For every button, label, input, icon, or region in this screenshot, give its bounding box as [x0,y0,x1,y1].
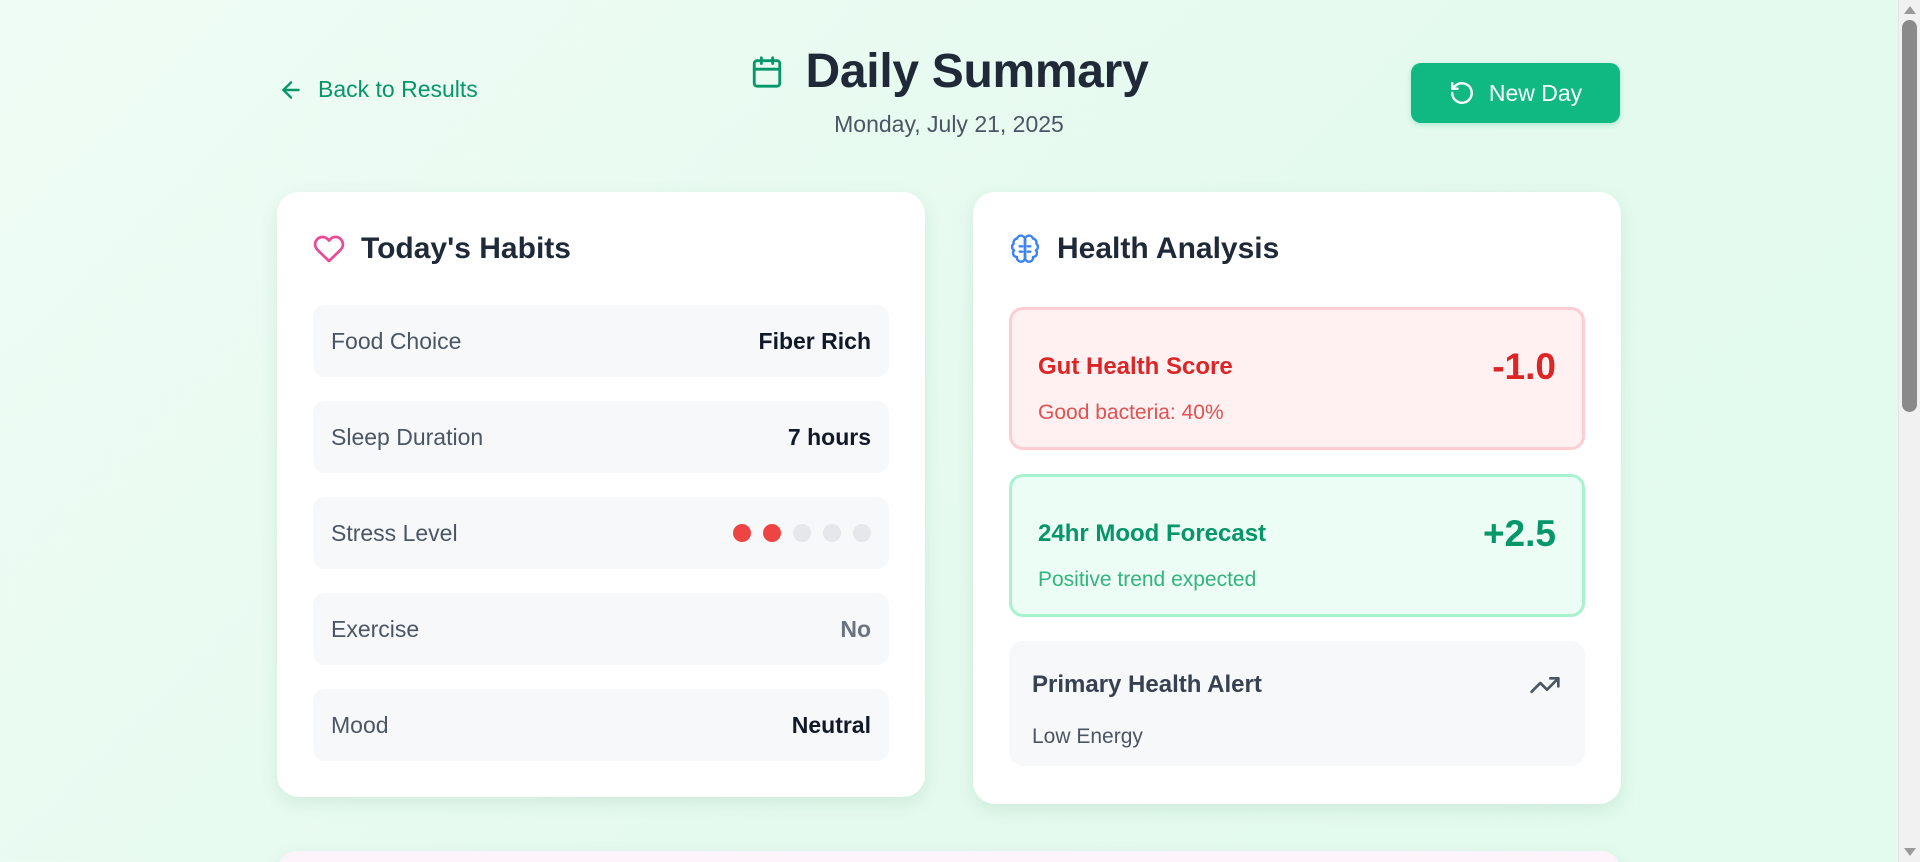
vertical-scrollbar[interactable] [1898,0,1920,862]
brain-icon [1010,234,1040,263]
back-link-label: Back to Results [318,76,478,102]
habits-card: Today's Habits Food Choice Fiber Rich Sl… [277,192,925,797]
mood-forecast-box: 24hr Mood Forecast +2.5 Positive trend e… [1009,474,1585,617]
habit-label: Stress Level [331,519,458,546]
analysis-title: Health Analysis [1057,232,1280,265]
health-analysis-card: Health Analysis Gut Health Score -1.0 Go… [973,192,1621,804]
stress-dot-empty [853,524,871,542]
habit-row-exercise: Exercise No [313,593,889,665]
next-section-card [277,851,1621,862]
scrollbar-thumb[interactable] [1902,20,1917,412]
mood-forecast-detail: Positive trend expected [1038,568,1257,591]
refresh-icon [1450,82,1473,104]
habit-row-food: Food Choice Fiber Rich [313,305,889,377]
primary-health-alert: Primary Health Alert Low Energy [1009,641,1585,766]
habit-label: Sleep Duration [331,423,484,450]
heart-icon [313,235,345,263]
gut-health-score-box: Gut Health Score -1.0 Good bacteria: 40% [1009,307,1585,450]
scroll-down-arrow-icon[interactable] [1904,848,1916,856]
habit-row-sleep: Sleep Duration 7 hours [313,401,889,473]
stress-dot-empty [823,524,841,542]
habits-title: Today's Habits [361,232,571,265]
alert-value: Low Energy [1032,725,1143,748]
analysis-card-header: Health Analysis [1009,232,1279,266]
habit-value: Neutral [791,711,871,738]
habits-card-header: Today's Habits [313,232,571,266]
habit-row-mood: Mood Neutral [313,689,889,761]
scroll-up-arrow-icon[interactable] [1904,6,1916,14]
new-day-label: New Day [1488,79,1583,106]
page-title: Daily Summary [805,45,1149,98]
gut-score-label: Gut Health Score [1038,353,1233,380]
stress-level-indicator [733,524,871,542]
alert-title: Primary Health Alert [1032,671,1262,698]
habit-value: No [840,615,871,642]
habit-label: Mood [331,711,389,738]
habit-value: 7 hours [787,423,871,450]
stress-dot-empty [793,524,811,542]
page-date: Monday, July 21, 2025 [834,111,1064,137]
arrow-left-icon [282,80,300,99]
habit-label: Food Choice [331,327,462,354]
mood-forecast-value: +2.5 [1482,513,1556,554]
habit-label: Exercise [331,615,420,642]
trending-up-icon [1530,677,1560,693]
back-to-results-link[interactable]: Back to Results [278,76,478,103]
habit-value: Fiber Rich [758,327,871,354]
page-header: Daily Summary Monday, July 21, 2025 [0,44,1898,138]
new-day-button[interactable]: New Day [1411,63,1620,123]
calendar-icon [752,55,781,88]
mood-forecast-label: 24hr Mood Forecast [1038,520,1267,547]
stress-dot-filled [733,524,751,542]
habit-row-stress: Stress Level [313,497,889,569]
gut-score-detail: Good bacteria: 40% [1038,401,1224,424]
gut-score-value: -1.0 [1492,346,1556,387]
stress-dot-filled [763,524,781,542]
